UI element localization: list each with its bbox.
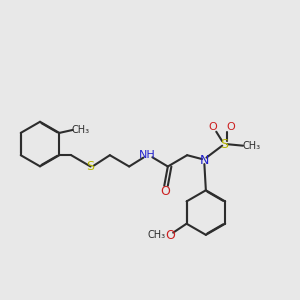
Text: S: S [220,138,228,151]
Text: NH: NH [139,150,155,160]
Text: O: O [208,122,217,132]
Text: CH₃: CH₃ [148,230,166,240]
Text: O: O [160,185,170,198]
Text: CH₃: CH₃ [72,125,90,135]
Text: O: O [226,122,235,132]
Text: N: N [200,154,209,167]
Text: CH₃: CH₃ [243,141,261,151]
Text: O: O [165,229,175,242]
Text: S: S [86,160,94,173]
